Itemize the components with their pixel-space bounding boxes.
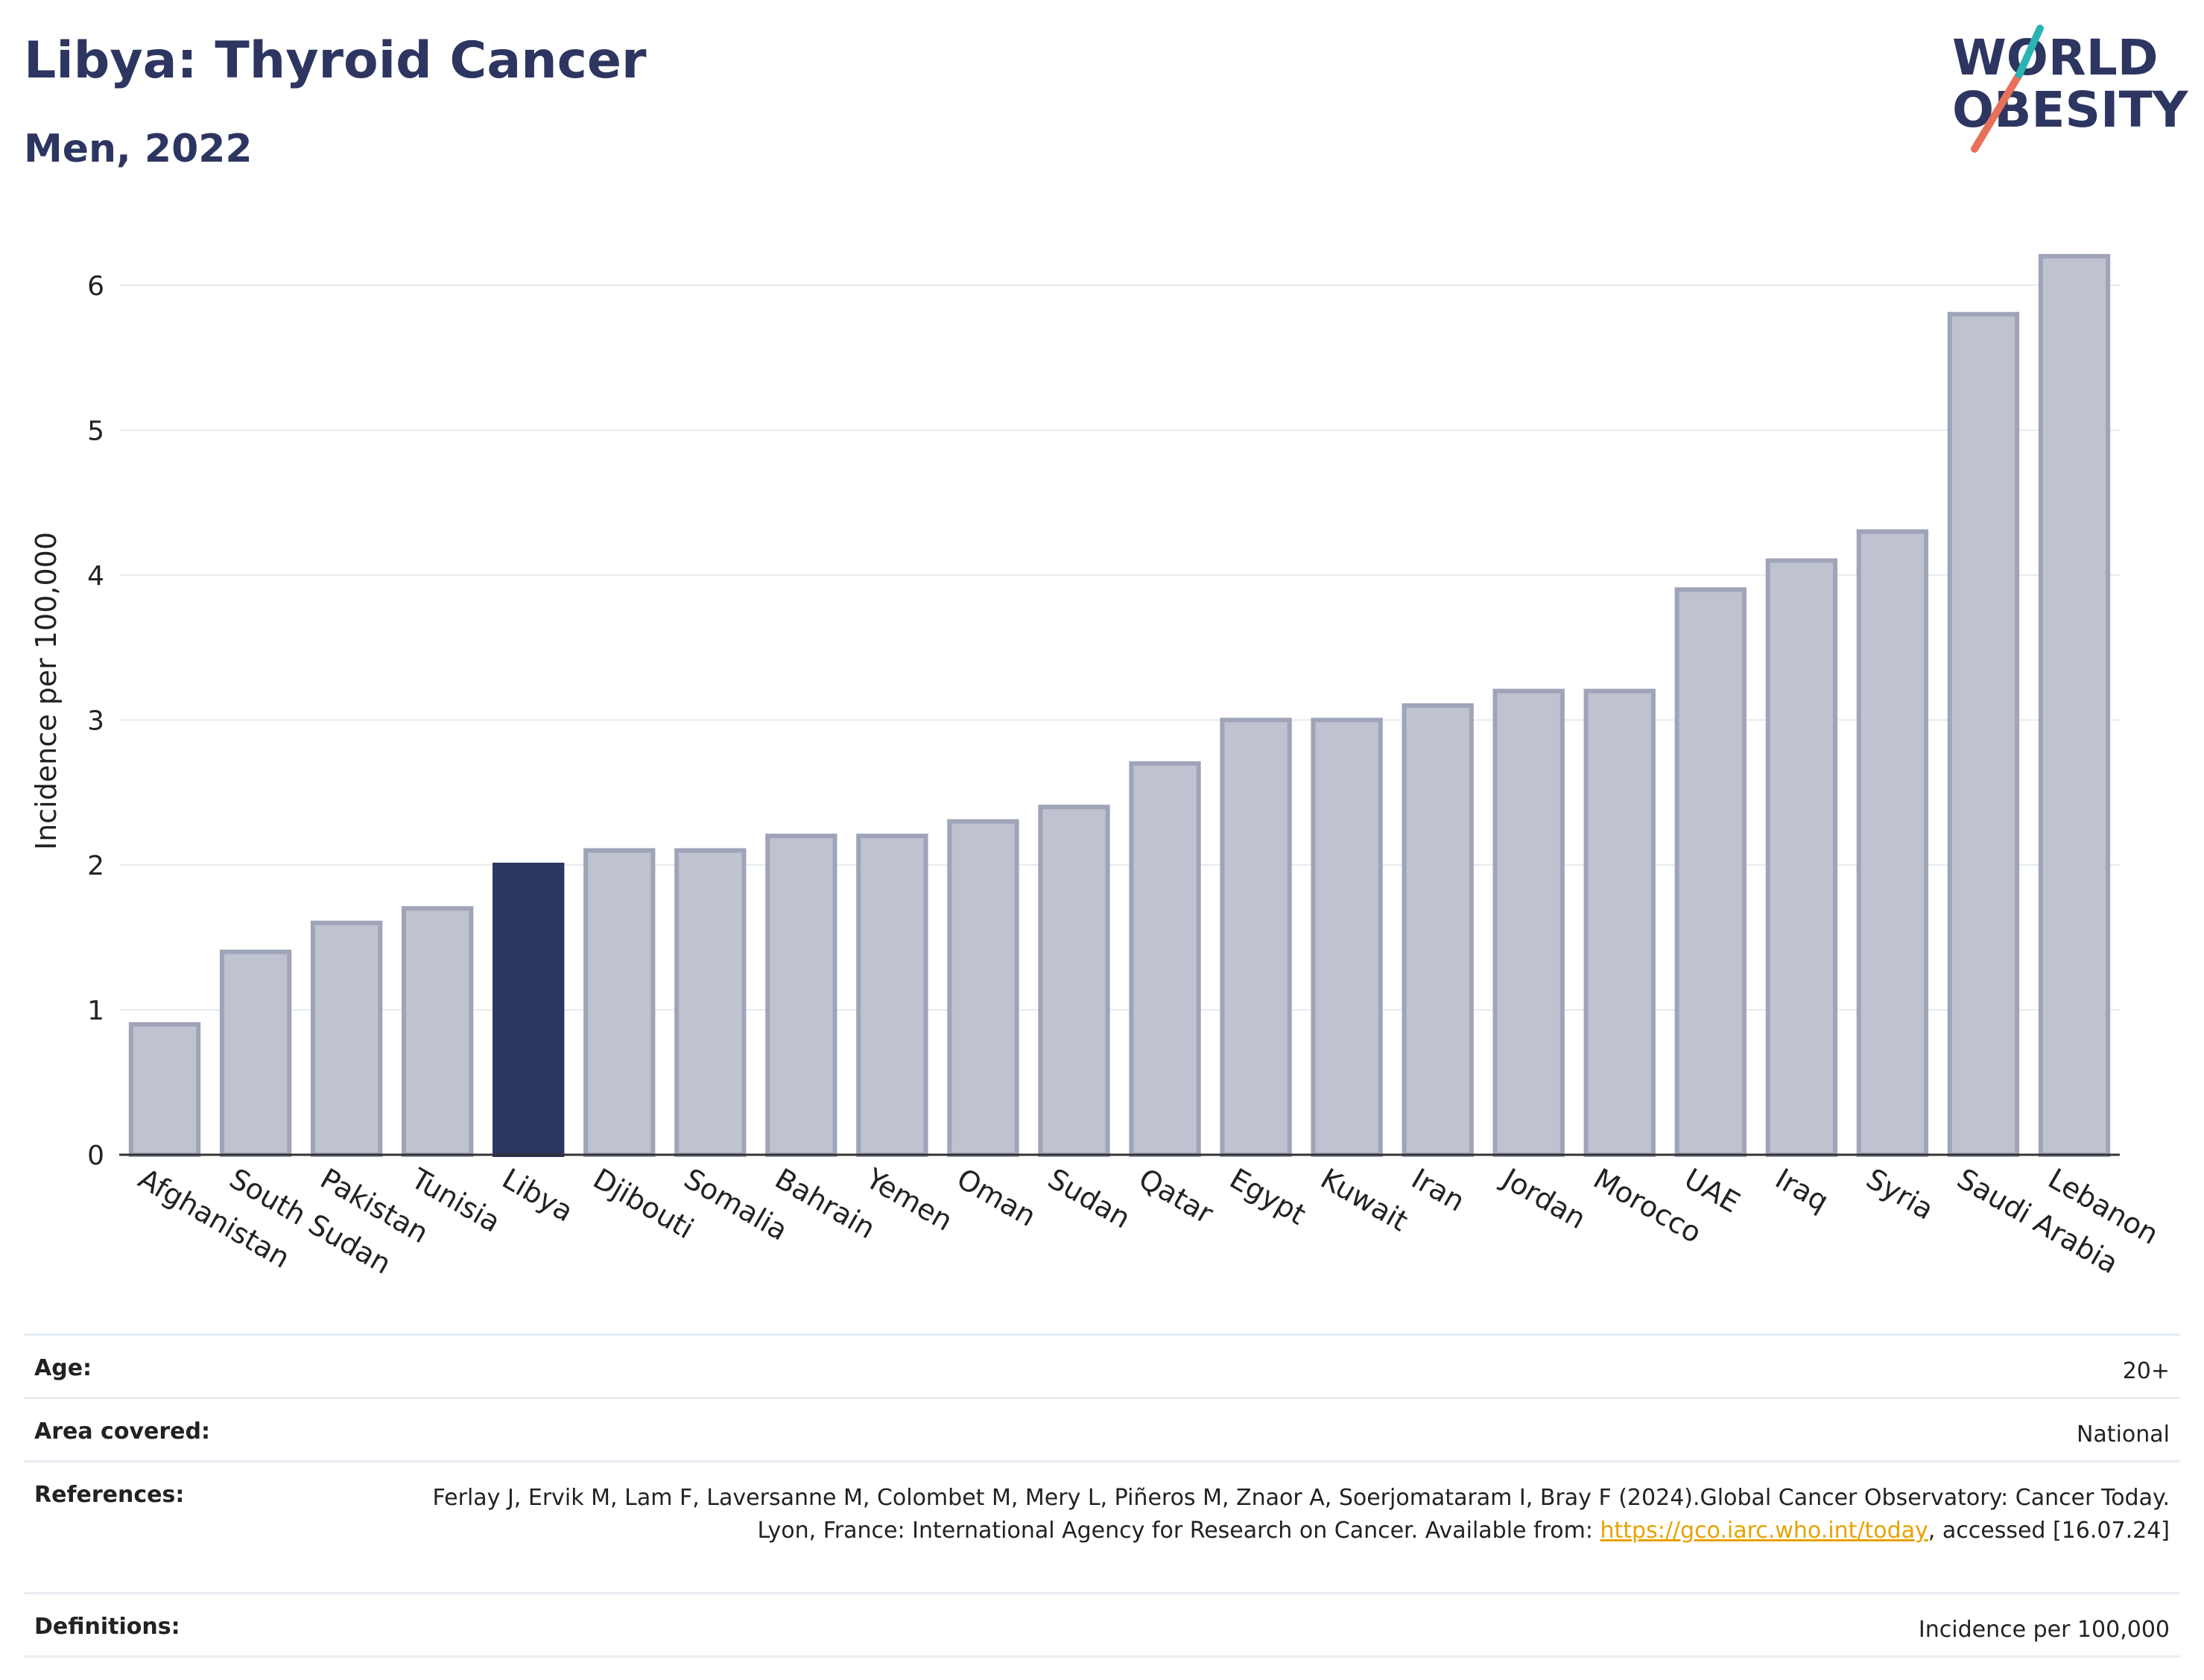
y-tick-label: 0 bbox=[87, 1141, 104, 1171]
x-tick-label: Iran bbox=[1406, 1162, 1470, 1218]
bar-libya bbox=[493, 862, 565, 1157]
x-tick-label: Libya bbox=[497, 1162, 579, 1229]
bar-qatar bbox=[1129, 761, 1201, 1157]
x-tick-label: Bahrain bbox=[770, 1162, 881, 1246]
x-tick-label: Egypt bbox=[1224, 1162, 1311, 1232]
logo-text-obesity: OBESITY bbox=[1952, 81, 2189, 139]
bar-syria bbox=[1856, 529, 1929, 1157]
references-text: Ferlay J, Ervik M, Lam F, Laversanne M, … bbox=[432, 1485, 2170, 1544]
chart-title: Libya: Thyroid Cancer bbox=[24, 31, 647, 90]
age-value: 20+ bbox=[417, 1334, 2180, 1398]
area-label: Area covered: bbox=[24, 1397, 417, 1462]
references-value: Ferlay J, Ervik M, Lam F, Laversanne M, … bbox=[417, 1460, 2180, 1594]
info-table: Age: 20+ Area covered: National Referenc… bbox=[24, 1334, 2180, 1658]
bar-kuwait bbox=[1311, 717, 1383, 1157]
references-accessed: , accessed [16.07.24] bbox=[1928, 1518, 2170, 1544]
bar-egypt bbox=[1220, 717, 1292, 1157]
chart-subtitle: Men, 2022 bbox=[24, 127, 253, 171]
y-tick-label: 3 bbox=[87, 706, 104, 736]
x-tick-label: Oman bbox=[951, 1162, 1042, 1233]
bar-saudi-arabia bbox=[1947, 311, 2020, 1157]
logo-slash-teal bbox=[2015, 25, 2044, 78]
x-tick-label: Kuwait bbox=[1315, 1162, 1413, 1238]
bars bbox=[128, 253, 2111, 1157]
bar-sudan bbox=[1038, 805, 1110, 1157]
x-tick-label: Syria bbox=[1861, 1162, 1939, 1226]
info-row-area: Area covered: National bbox=[24, 1397, 2180, 1462]
bar-yemen bbox=[856, 834, 928, 1157]
definitions-label: Definitions: bbox=[24, 1592, 417, 1658]
bar-tunisia bbox=[402, 906, 474, 1157]
bar-lebanon bbox=[2038, 253, 2111, 1157]
info-row-definitions: Definitions: Incidence per 100,000 bbox=[24, 1592, 2180, 1658]
x-tick-label: Djibouti bbox=[588, 1162, 700, 1246]
logo-text-world: WORLD bbox=[1952, 29, 2159, 86]
bar-afghanistan bbox=[128, 1021, 201, 1157]
y-tick-label: 5 bbox=[87, 416, 104, 446]
bar-jordan bbox=[1492, 688, 1565, 1157]
bar-uae bbox=[1674, 587, 1747, 1157]
references-link[interactable]: https://gco.iarc.who.int/today bbox=[1600, 1518, 1928, 1544]
area-value: National bbox=[417, 1397, 2180, 1462]
x-tick-label: Jordan bbox=[1495, 1161, 1591, 1236]
bar-djibouti bbox=[583, 848, 656, 1157]
bar-south-sudan bbox=[219, 949, 292, 1157]
bar-somalia bbox=[674, 848, 747, 1157]
definitions-value: Incidence per 100,000 bbox=[417, 1592, 2180, 1658]
bar-iraq bbox=[1765, 558, 1837, 1157]
logo-slash-coral bbox=[1971, 71, 2023, 153]
bar-pakistan bbox=[310, 920, 383, 1157]
x-tick-label: Somalia bbox=[679, 1162, 794, 1247]
info-row-references: References: Ferlay J, Ervik M, Lam F, La… bbox=[24, 1460, 2180, 1594]
x-tick-label: Qatar bbox=[1133, 1162, 1219, 1231]
y-axis-label: Incidence per 100,000 bbox=[30, 532, 63, 850]
world-obesity-logo: WORLD OBESITY bbox=[1952, 25, 2189, 153]
bar-iran bbox=[1402, 703, 1474, 1157]
bar-oman bbox=[947, 819, 1019, 1157]
info-row-age: Age: 20+ bbox=[24, 1334, 2180, 1398]
y-tick-label: 4 bbox=[87, 561, 104, 592]
y-tick-label: 1 bbox=[87, 995, 104, 1026]
bar-bahrain bbox=[765, 834, 837, 1157]
x-tick-label: Iraq bbox=[1770, 1162, 1834, 1218]
bar-morocco bbox=[1583, 688, 1656, 1157]
y-axis-ticks: 0 1 2 3 4 5 6 bbox=[87, 271, 104, 1171]
y-tick-label: 6 bbox=[87, 271, 104, 302]
y-tick-label: 2 bbox=[87, 851, 104, 881]
x-tick-label: Sudan bbox=[1042, 1162, 1136, 1235]
references-label: References: bbox=[24, 1460, 417, 1594]
age-label: Age: bbox=[24, 1334, 417, 1398]
